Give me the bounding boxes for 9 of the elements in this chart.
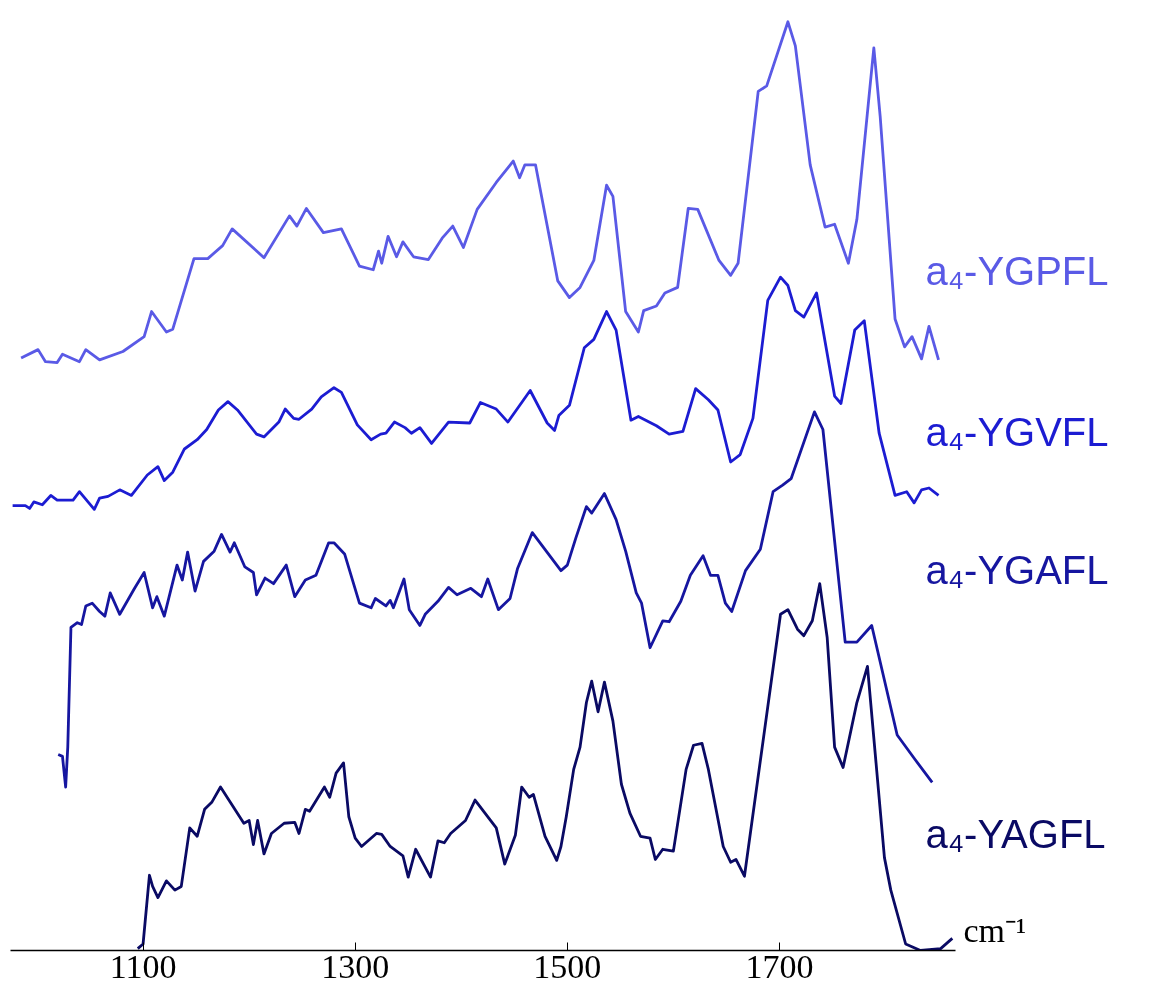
series-label: a₄-YGVFL xyxy=(925,410,1109,455)
series-label: a₄-YGPFL xyxy=(925,248,1109,293)
x-tick-label: 1300 xyxy=(321,947,390,985)
x-tick-label: 1700 xyxy=(745,947,814,985)
x-tick-label: 1500 xyxy=(533,947,602,985)
x-axis-title: cm⁻¹ xyxy=(963,911,1027,949)
series-label: a₄-YGAFL xyxy=(925,547,1109,592)
series-label: a₄-YAGFL xyxy=(925,812,1106,857)
x-tick-label: 1100 xyxy=(109,947,177,985)
